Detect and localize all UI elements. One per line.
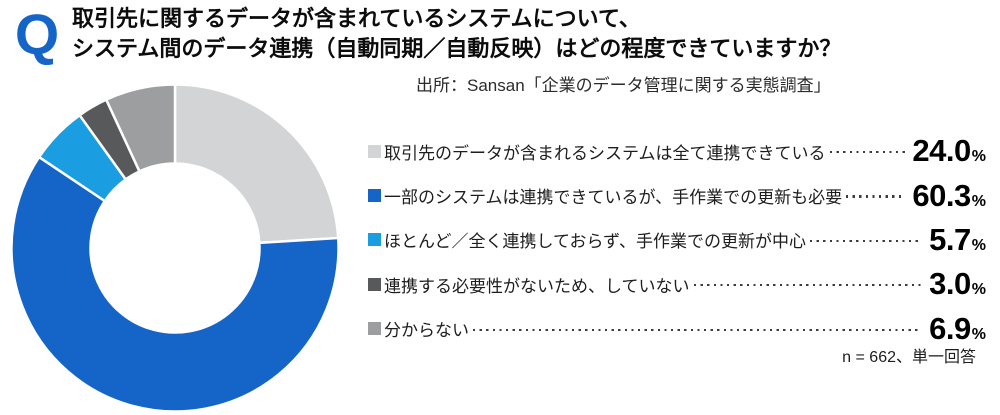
question-title-line1: 取引先に関するデータが含まれているシステムについて、: [72, 6, 641, 31]
legend-marker-icon: [368, 277, 381, 291]
legend-label: 一部のシステムは連携できているが、手作業での更新も必要: [384, 188, 843, 208]
legend-value-number: 6.9: [929, 310, 971, 346]
legend-item: 取引先のデータが含まれるシステムは全て連携できている 24.0%: [368, 129, 986, 173]
legend-value: 24.0%: [912, 133, 986, 169]
donut-chart: [10, 83, 340, 413]
legend-value-unit: %: [971, 236, 986, 254]
legend-item: ほとんど／全く連携しておらず、手作業での更新が中心 5.7%: [368, 218, 986, 262]
dotted-leader: [846, 195, 906, 198]
legend: 取引先のデータが含まれるシステムは全て連携できている 24.0% 一部のシステム…: [368, 129, 986, 351]
dotted-leader: [693, 284, 923, 287]
dotted-leader: [809, 239, 923, 243]
legend-value-unit: %: [971, 325, 986, 343]
legend-label: 連携する必要性がないため、していない: [384, 276, 690, 296]
legend-value-unit: %: [971, 281, 986, 299]
question-title-line2: システム間のデータ連携（自動同期／自動反映）はどの程度できていますか？: [72, 36, 842, 61]
question-title: 取引先に関するデータが含まれているシステムについて、 システム間のデータ連携（自…: [72, 4, 841, 64]
question-icon: Q: [14, 3, 59, 67]
legend-marker-icon: [368, 233, 381, 247]
legend-value-number: 3.0: [929, 266, 971, 302]
source-note: 出所：Sansan「企業のデータ管理に関する実態調査」: [416, 76, 831, 95]
legend-marker-icon: [368, 322, 381, 336]
legend-value: 3.0%: [929, 266, 986, 302]
legend-label: 分からない: [384, 321, 469, 341]
dotted-leader: [829, 151, 906, 154]
legend-value-number: 60.3: [912, 177, 971, 213]
donut-slice-1: [173, 83, 340, 245]
legend-value-unit: %: [971, 192, 986, 210]
donut-slice-5: [105, 83, 177, 173]
legend-marker-icon: [368, 144, 381, 158]
legend-value-unit: %: [971, 148, 986, 166]
sample-note: n = 662、単一回答: [842, 349, 976, 366]
legend-value-number: 24.0: [912, 133, 971, 169]
donut-slice-2: [10, 155, 340, 413]
legend-item: 一部のシステムは連携できているが、手作業での更新も必要 60.3%: [368, 173, 986, 217]
legend-value: 6.9%: [929, 311, 986, 347]
legend-label: 取引先のデータが含まれるシステムは全て連携できている: [384, 143, 826, 163]
dotted-leader: [473, 328, 923, 331]
legend-item: 連携する必要性がないため、していない 3.0%: [368, 262, 986, 306]
legend-value: 60.3%: [912, 178, 986, 214]
legend-marker-icon: [368, 189, 381, 203]
legend-item: 分からない 6.9%: [368, 307, 986, 351]
legend-label: ほとんど／全く連携しておらず、手作業での更新が中心: [384, 232, 806, 252]
legend-value-number: 5.7: [929, 221, 971, 257]
legend-value: 5.7%: [929, 222, 986, 258]
